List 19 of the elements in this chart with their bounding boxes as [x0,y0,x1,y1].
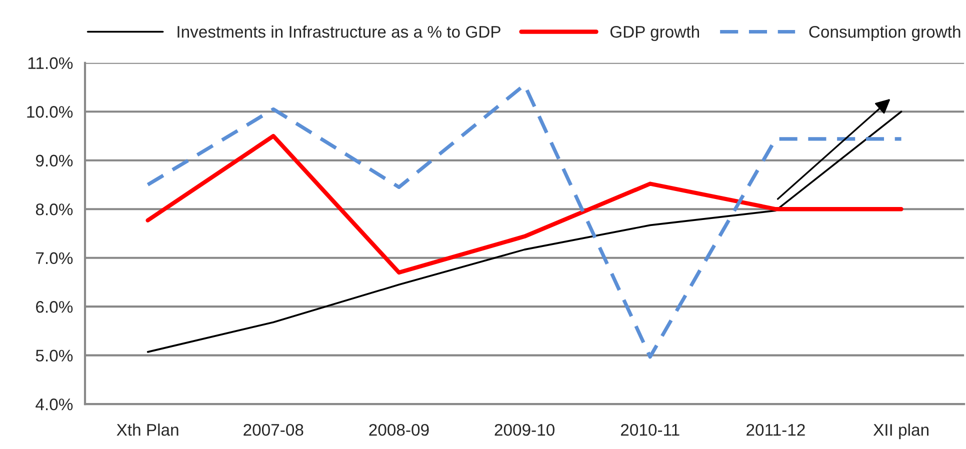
y-tick-label: 10.0% [27,106,73,118]
line-series [146,134,904,275]
y-tick-label: 5.0% [36,350,73,362]
y-tick-label: 6.0% [36,301,73,313]
x-tick-label: Xth Plan [116,424,178,436]
x-tick-label: 2010-11 [620,424,680,436]
legend-label: Investments in Infrastructure as a % to GDP [178,26,500,38]
y-tick-label: 8.0% [36,204,73,216]
y-tick-label: 9.0% [36,154,73,167]
legend-label: Consumption growth [809,26,960,42]
x-tick-label: 2007-08 [244,424,304,436]
legend-label: GDP growth [610,26,699,42]
x-tick-label: 2011-12 [746,424,805,436]
x-tick-label: 2008-09 [369,424,429,436]
y-tick-label: 7.0% [36,252,73,264]
x-tick-label: 2009-10 [494,424,554,436]
y-tick-label: 4.0% [36,398,73,410]
x-tick-label: XII plan [873,424,928,440]
y-tick-label: 11.0% [28,57,73,70]
